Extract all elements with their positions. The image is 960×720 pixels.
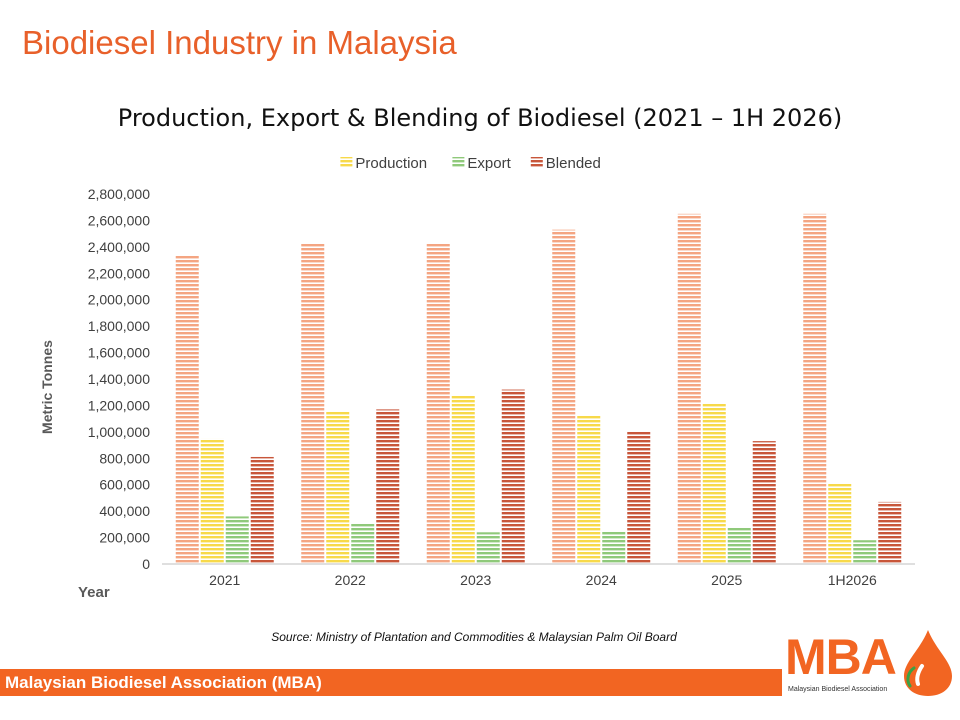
y-tick-label: 2,400,000 [88,239,150,255]
legend-label-blended: Blended [546,155,601,172]
bar-production-2021 [200,438,224,564]
bar-series-1-2024 [552,229,576,564]
legend-label-export: Export [467,155,511,172]
y-tick-label: 200,000 [99,530,150,546]
bar-production-2023 [451,394,475,564]
legend-swatch-export [452,157,465,167]
y-tick-label: 2,000,000 [88,292,150,308]
bar-series-1-2023 [426,242,450,564]
bar-production-2022 [326,410,350,564]
bar-blended-2024 [627,431,651,564]
legend: Production Export Blended [340,155,601,172]
bar-blended-1h2026 [878,501,902,564]
bar-production-1h2026 [828,483,852,564]
bars [175,213,902,565]
bar-export-2023 [476,532,500,564]
x-axis: 2021 2022 2023 2024 2025 1H2026 [162,563,915,588]
bar-production-2024 [577,416,601,564]
bar-series-1-2022 [301,242,325,564]
bar-export-2025 [727,527,751,564]
x-tick-label: 1H2026 [828,572,877,588]
bar-export-2022 [351,523,375,564]
x-tick-label: 2023 [460,572,491,588]
footer-text: Malaysian Biodiesel Association (MBA) [5,673,322,692]
y-tick-label: 400,000 [99,503,150,519]
chart-title: Production, Export & Blending of Biodies… [117,104,843,132]
y-tick-label: 2,600,000 [88,212,150,228]
y-tick-label: 1,600,000 [88,345,150,361]
y-tick-label: 2,800,000 [88,186,150,202]
bar-series-1-1h2026 [803,213,827,565]
y-axis: 0 200,000 400,000 600,000 800,000 1,000,000 1,… [88,186,151,572]
legend-swatch-blended [530,157,543,167]
legend-label-production: Production [355,155,427,172]
bar-series-1-2025 [677,213,701,565]
y-tick-label: 1,000,000 [88,424,150,440]
y-tick-label: 800,000 [99,450,150,466]
x-tick-label: 2025 [711,572,742,588]
bar-series-1-2021 [175,254,199,565]
y-tick-label: 0 [142,556,150,572]
y-axis-label: Metric Tonnes [39,340,55,434]
y-tick-label: 1,200,000 [88,397,150,413]
logo-subtitle: Malaysian Biodiesel Association [788,686,888,693]
oil-drop-icon [904,630,952,696]
footer-bar [0,669,782,696]
y-tick-label: 2,200,000 [88,265,150,281]
x-tick-label: 2022 [335,572,366,588]
x-tick-label: 2024 [586,572,617,588]
bar-blended-2021 [250,456,274,564]
x-tick-label: 2021 [209,572,240,588]
bar-production-2025 [702,402,726,564]
bar-blended-2022 [376,409,400,564]
bar-export-2024 [602,530,626,564]
x-axis-label: Year [78,584,110,601]
y-tick-label: 600,000 [99,477,150,493]
bar-blended-2025 [752,441,776,564]
y-tick-label: 1,800,000 [88,318,150,334]
legend-swatch-production [340,157,353,167]
bar-blended-2023 [501,389,525,564]
slide-title: Biodiesel Industry in Malaysia [22,24,457,61]
bar-export-1h2026 [853,540,877,564]
bar-export-2021 [225,516,249,564]
logo-text: MBA [785,629,897,685]
y-tick-label: 1,400,000 [88,371,150,387]
mba-logo: MBA Malaysian Biodiesel Association [780,628,956,698]
source-note: Source: Ministry of Plantation and Commo… [271,630,677,644]
